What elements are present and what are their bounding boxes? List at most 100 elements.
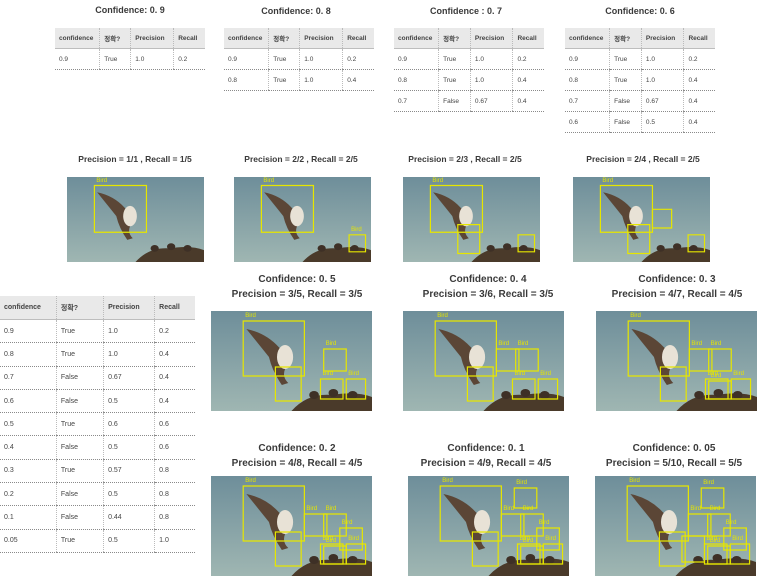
table-cell: 0.8 (224, 69, 269, 91)
table-header: Precision (640, 28, 684, 49)
table-cell: 0.4 (683, 69, 715, 91)
bird-label: Bird (514, 371, 526, 377)
bird-label: Bird (522, 506, 534, 512)
mid-title-0: Precision = 1/1 , Recall = 1/5 (78, 154, 192, 164)
bird-label: Bird (707, 371, 719, 377)
table-cell: False (55, 435, 104, 460)
confidence-table-0: confidence 정확? Precision Recall 0.9 True 1.0 0.… (55, 28, 205, 70)
osprey-body (474, 510, 491, 534)
table-cell: 0.67 (103, 366, 155, 390)
bounding-box (538, 379, 557, 399)
bottom-pr-5: Precision = 5/10, Recall = 5/5 (605, 458, 743, 469)
table-cell: 0.3 (0, 459, 57, 484)
table-cell: 0.4 (0, 435, 57, 460)
bounding-box (724, 528, 747, 550)
bounding-box (652, 209, 671, 228)
osprey-body (277, 510, 294, 534)
table-cell: 0.6 (154, 435, 195, 460)
detection-image-1: Bird Bird (234, 177, 371, 262)
bounding-box (496, 349, 519, 371)
table-row: 0.8 True 1.0 0.4 (394, 69, 544, 91)
mid-title-2: Precision = 2/3 , Recall = 2/5 (408, 154, 522, 164)
table-cell: 0.9 (55, 48, 100, 70)
table-cell: 0.7 (0, 366, 57, 390)
detection-image-0: Bird (67, 177, 204, 262)
table-row: 0.7 False 0.67 0.4 (0, 366, 195, 390)
chick (317, 245, 326, 252)
bounding-box (708, 546, 731, 564)
table-header: confidence (394, 28, 439, 49)
osprey-silhouette (433, 192, 469, 240)
table-cell: 1.0 (130, 48, 174, 70)
table-cell: 0.8 (565, 69, 610, 91)
detection-image-6: Bird Bird Bird Bird Bird Bird (596, 311, 757, 411)
table-row: 0.7 False 0.67 0.4 (394, 90, 544, 112)
table-header: Precision (299, 28, 343, 49)
bird-label: Bird (709, 506, 721, 512)
bounding-box (689, 349, 712, 371)
detection-image-3: Bird (573, 177, 710, 262)
table-cell: 0.8 (154, 459, 195, 484)
table-cell: 1.0 (469, 69, 513, 91)
bounding-box (324, 349, 347, 371)
bounding-box (275, 532, 301, 566)
chick (350, 245, 359, 252)
detection-image-8: Bird Bird Bird Bird Bird Bird Bird Bird (408, 476, 569, 576)
bird-label: Bird (325, 538, 337, 544)
table-header: Recall (154, 296, 195, 320)
chick (544, 556, 555, 564)
bird-label: Bird (630, 313, 641, 319)
bounding-box (701, 488, 724, 508)
osprey-body (459, 205, 473, 227)
bounding-box (688, 235, 704, 252)
bottom-conf-0: Confidence: 0. 5 (258, 274, 336, 285)
table-cell: 0.2 (683, 48, 715, 70)
confidence-table-main: confidence 정확? Precision Recall 0.9 True 1.0 0.… (0, 296, 195, 553)
table-cell: True (609, 48, 642, 70)
table-cell: 0.6 (103, 412, 155, 437)
bottom-conf-2: Confidence: 0. 3 (638, 274, 716, 285)
table-cell: 0.5 (103, 482, 155, 507)
bird-label: Bird (545, 536, 556, 542)
confidence-table-3: confidence 정확? Precision Recall 0.9 True 1.0 0.… (565, 28, 715, 133)
chick (328, 389, 339, 397)
bird-label: Bird (437, 313, 448, 319)
bird-label: Bird (348, 371, 359, 377)
chick (309, 556, 319, 564)
top-title-2: Confidence : 0. 7 (429, 6, 503, 16)
table-cell: False (55, 389, 104, 414)
chick (656, 245, 665, 252)
detection-image-9: Bird Bird Bird Bird Bird Bird Bird Bird (595, 476, 756, 576)
table-cell: 0.4 (683, 90, 715, 112)
table-header: confidence (565, 28, 610, 49)
bird-label: Bird (263, 177, 275, 184)
table-header: Precision (469, 28, 513, 49)
table-cell: 0.2 (0, 482, 57, 507)
table-cell: 0.4 (154, 366, 195, 390)
table-cell: 0.4 (512, 69, 544, 91)
table-cell: 0.7 (565, 90, 610, 112)
table-header: 정확? (268, 28, 300, 49)
table-cell: 0.44 (103, 505, 155, 530)
chick (539, 391, 550, 399)
table-row: 0.8 True 1.0 0.4 (0, 342, 195, 367)
table-row: 0.8 True 1.0 0.4 (224, 69, 374, 91)
table-header: 정확? (99, 28, 131, 49)
top-title-1: Confidence: 0. 8 (261, 6, 331, 16)
table-header: Recall (173, 28, 205, 49)
bounding-box (660, 367, 686, 401)
osprey-silhouette (603, 192, 639, 240)
table-cell: False (55, 482, 104, 507)
table-cell: 0.6 (0, 389, 57, 414)
table-row: 0.9 True 1.0 0.2 (565, 48, 715, 70)
mid-title-3: Precision = 2/4 , Recall = 2/5 (586, 154, 700, 164)
table-cell: 0.9 (224, 48, 269, 70)
bottom-pr-2: Precision = 4/7, Recall = 4/5 (611, 289, 743, 300)
table-cell: 0.6 (154, 412, 195, 437)
table-cell: True (55, 342, 104, 367)
bounding-box (516, 349, 539, 371)
detection-image-5: Bird Bird Bird Bird Bird (403, 311, 564, 411)
chick (673, 243, 682, 251)
table-header: 정확? (55, 296, 104, 320)
top-title-3: Confidence: 0. 6 (605, 6, 675, 16)
